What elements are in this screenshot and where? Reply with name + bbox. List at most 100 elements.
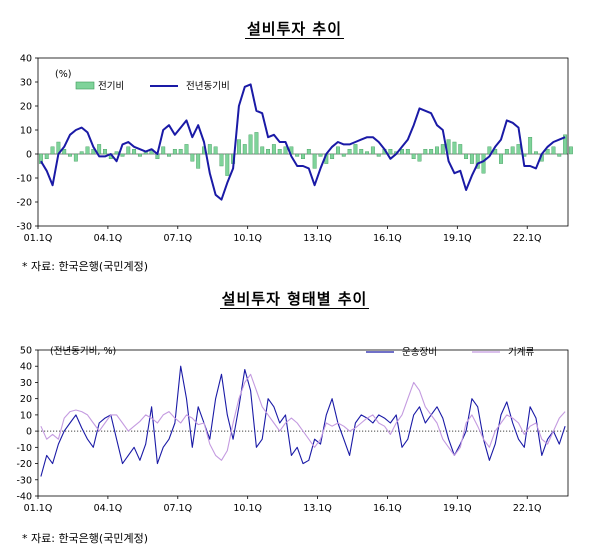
chart1-bar (184, 144, 189, 155)
chart1-ytick-label: 40 (20, 54, 32, 65)
chart1-bar (114, 151, 119, 155)
legend-label: 기계류 (508, 346, 534, 358)
chart1-bar (126, 146, 131, 155)
chart1-bar (207, 144, 212, 155)
chart1-bar (79, 151, 84, 155)
chart1-bar (242, 144, 247, 155)
chart2-legend-item: 운송장비 (366, 347, 437, 358)
chart1-ytick-label: 30 (20, 78, 32, 89)
chart1-bar (167, 153, 171, 157)
chart1-bar (417, 153, 422, 162)
chart1-bar (266, 148, 271, 155)
chart1-xtick-label: 22.1Q (513, 233, 542, 244)
chart1-bar (44, 153, 49, 160)
chart2-ytick-label: -10 (16, 443, 32, 454)
chart1-bar (563, 134, 568, 155)
chart1-bar (568, 146, 573, 155)
chart1-bar (551, 146, 556, 155)
chart1-bar (132, 148, 137, 155)
chart1-bar (341, 153, 346, 157)
chart1-bar (68, 153, 72, 157)
chart1-xtick-label: 13.1Q (303, 233, 332, 244)
chart1-bar (225, 153, 230, 176)
chart2-xtick-label: 10.1Q (233, 503, 262, 514)
chart1-bar (481, 153, 486, 174)
chart1-bar (347, 148, 352, 155)
chart1-bar (440, 144, 445, 155)
chart2-frame (37, 349, 569, 497)
chart1-xtick-label: 04.1Q (94, 233, 123, 244)
legend-label: 운송장비 (402, 347, 437, 358)
chart2-source-note: * 자료: 한국은행(국민계정) (22, 532, 148, 545)
chart1-unit-label: (%) (55, 69, 71, 80)
chart2-ytick-label: -30 (16, 475, 32, 486)
chart1-bar (103, 148, 107, 155)
chart1-bar (370, 146, 375, 155)
chart1-bar (62, 148, 67, 155)
chart2-legend-item: 기계류 (472, 346, 534, 358)
chart1-bar (97, 144, 102, 155)
chart1-bar (178, 148, 183, 155)
chart2-ytick-label: -20 (16, 459, 32, 470)
chart2-plot: -40 -30 -20 -10 0 10 20 30 40 50 01.1Q 04.1Q 07.1Q 10… (16, 346, 569, 514)
chart1-xtick-label: 07.1Q (163, 233, 192, 244)
chart1-bar (219, 153, 224, 167)
chart2-ytick-label: 10 (20, 410, 32, 421)
chart1-bar (365, 151, 370, 155)
chart1-bar (429, 148, 434, 155)
chart1-bar (458, 144, 463, 155)
chart1-bar (312, 153, 317, 169)
chart2-unit-label: (전년동기비, %) (50, 346, 116, 357)
chart1-bar (172, 148, 177, 155)
chart2-ytick-label: 20 (20, 394, 32, 405)
chart1-bar (335, 146, 340, 155)
chart1-bar (545, 148, 550, 155)
chart1-bar (475, 153, 480, 169)
chart1-legend-item: 전년동기비 (150, 81, 230, 92)
legend-label: 전년동기비 (186, 81, 230, 92)
chart1-bar (353, 144, 358, 155)
chart1-series-line-2 (40, 83, 566, 201)
chart1-bar (359, 148, 364, 155)
chart2-series-line-2 (40, 373, 566, 461)
chart1-bar (330, 153, 335, 160)
chart1-bar (213, 146, 218, 155)
chart1-bar (487, 146, 492, 155)
chart1-xtick-label: 10.1Q (233, 233, 262, 244)
chart1-bar (435, 146, 439, 155)
chart1-xtick-label: 01.1Q (24, 233, 53, 244)
chart2-series-line-1 (40, 365, 566, 477)
chart1-bar (248, 134, 253, 155)
chart2-ytick-label: 50 (20, 346, 32, 357)
chart1-ytick-label: -10 (16, 174, 32, 185)
chart1-bar (190, 153, 195, 162)
chart1-ytick-label: 20 (20, 102, 32, 113)
chart1-bar (318, 153, 323, 157)
chart1-bar (236, 139, 241, 155)
chart1-bar (283, 146, 288, 155)
chart1-bar (137, 153, 142, 157)
chart1-bar (516, 144, 521, 155)
chart1-bar (295, 153, 300, 157)
chart2-ytick-label: 30 (20, 378, 32, 389)
chart1-bar (260, 146, 265, 155)
chart1-bar (469, 153, 474, 164)
chart1-ytick-label: 10 (20, 126, 32, 137)
chart2-xtick-label: 19.1Q (443, 503, 472, 514)
chart1-bar (73, 153, 78, 162)
chart1-title: 설비투자 추이 (0, 18, 589, 39)
chart2-xtick-label: 16.1Q (373, 503, 402, 514)
chart1-bar (504, 148, 509, 155)
chart1-bar (120, 153, 125, 157)
legend-swatch (75, 81, 95, 90)
chart1-bar (306, 148, 311, 155)
chart1-source-note: * 자료: 한국은행(국민계정) (22, 260, 148, 273)
chart2-xtick-label: 01.1Q (24, 503, 53, 514)
chart1-bar (38, 153, 43, 164)
chart1-bar (405, 148, 410, 155)
chart2-title-text: 설비투자 형태별 추이 (219, 290, 370, 309)
chart1-bar (277, 148, 282, 155)
chart1-bar (464, 153, 469, 160)
chart2-ytick-label: 0 (26, 427, 32, 438)
